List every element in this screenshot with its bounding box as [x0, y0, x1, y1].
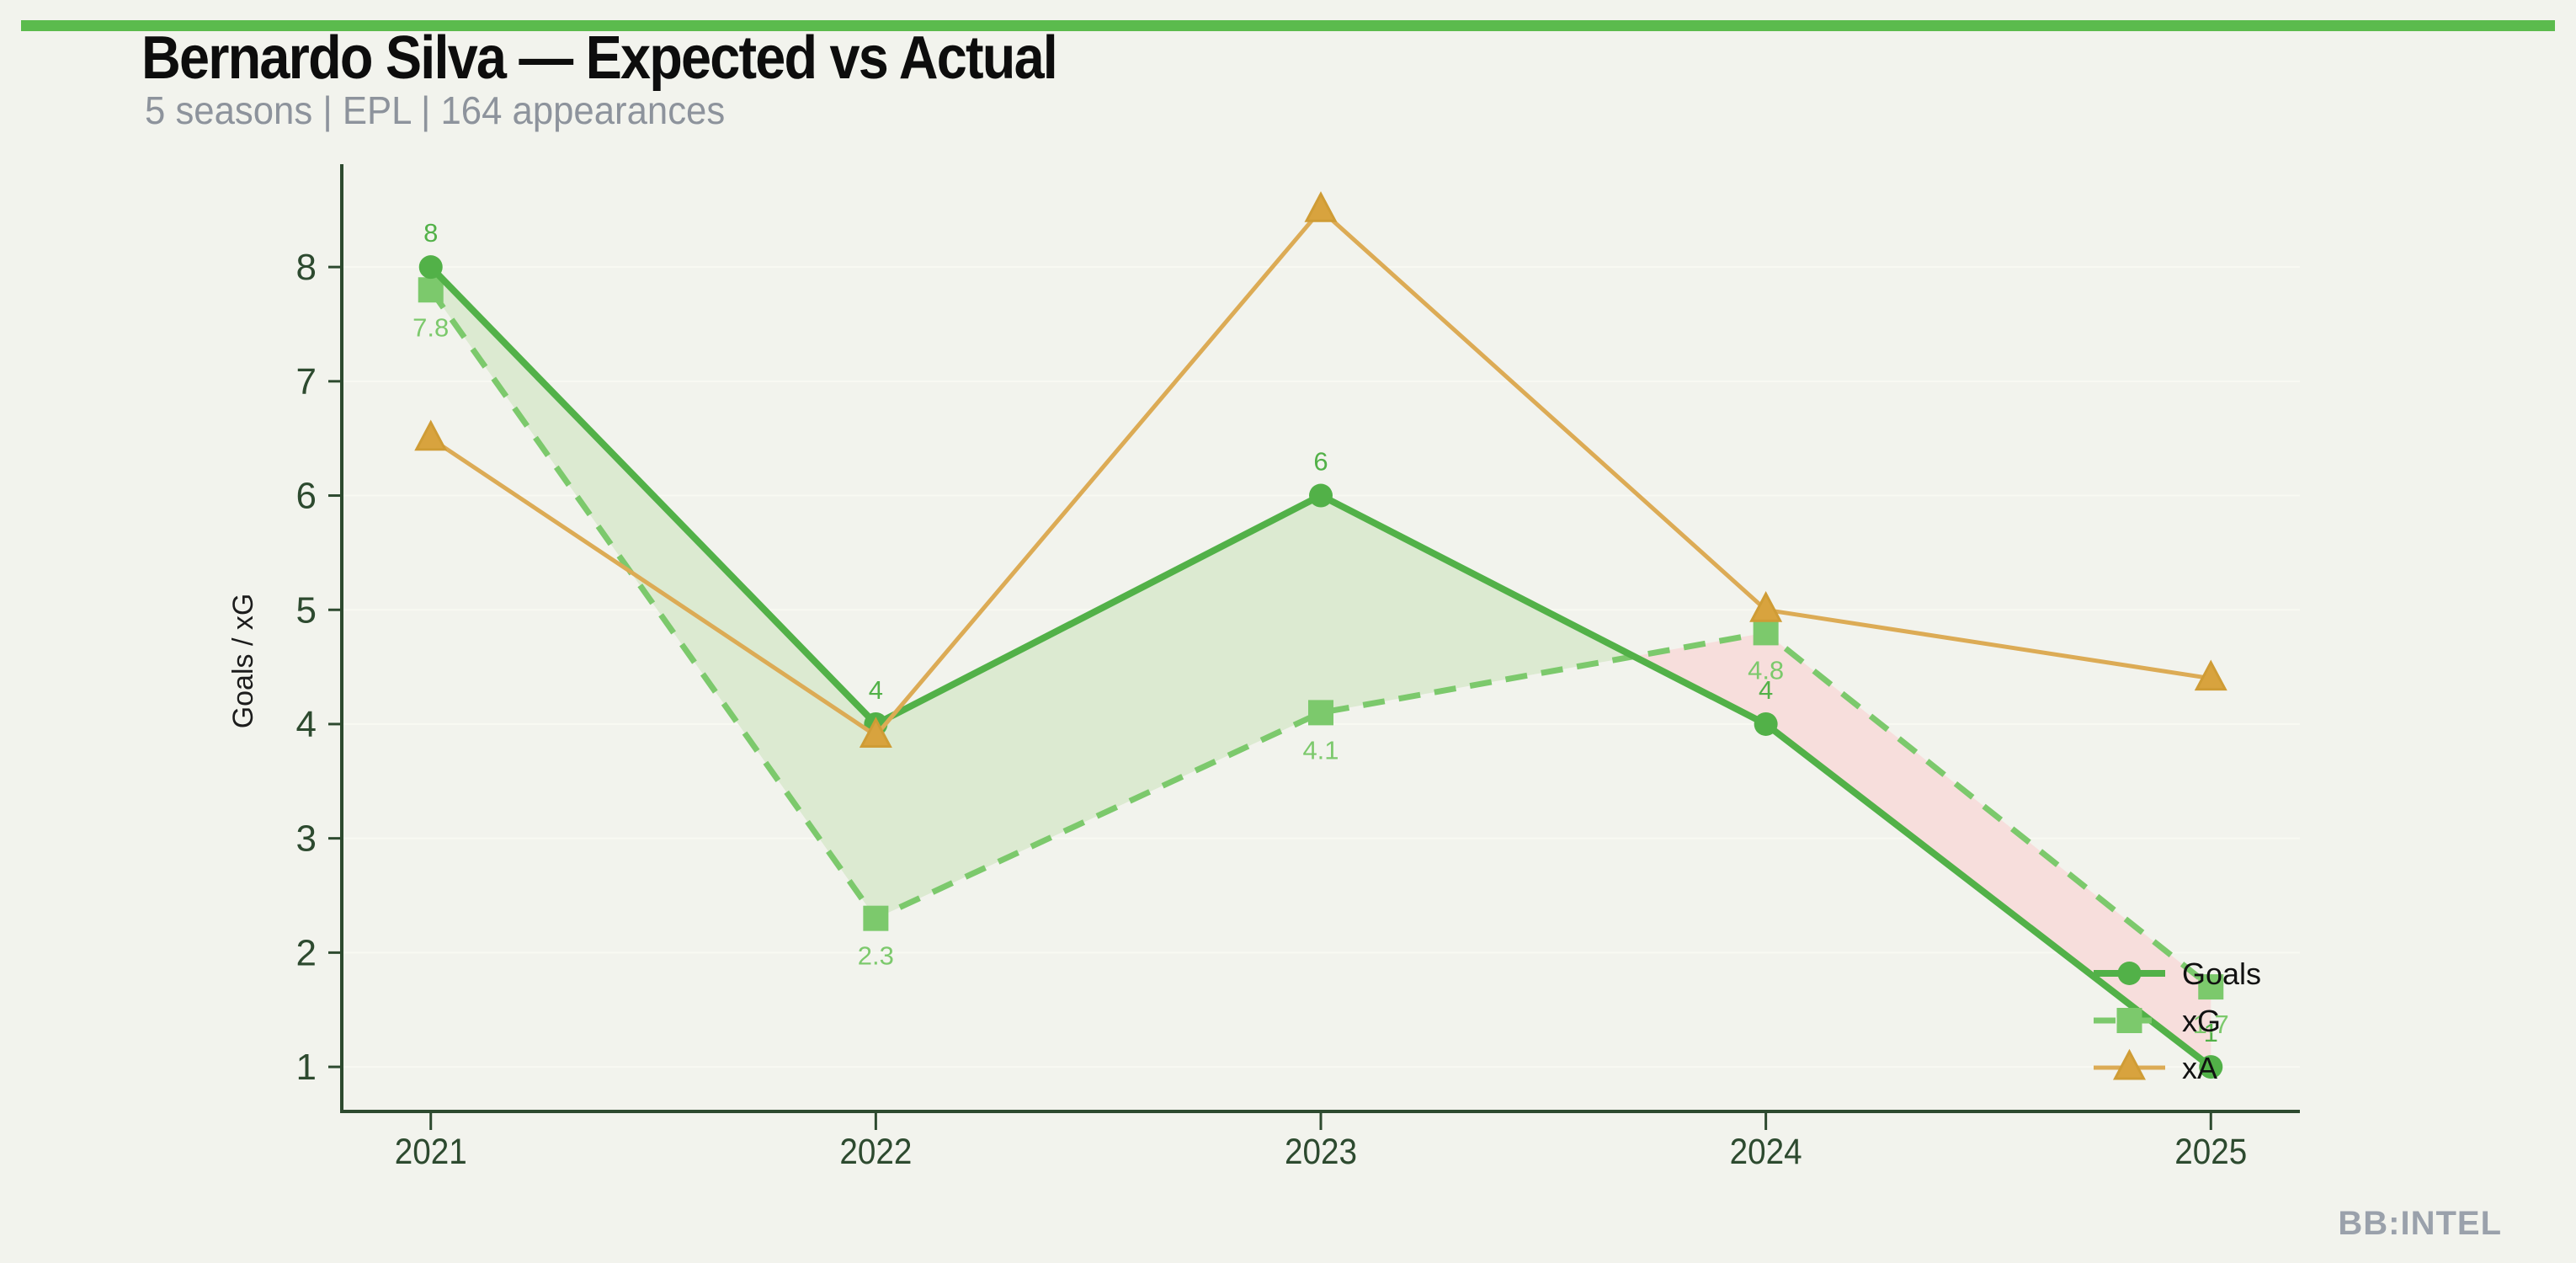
- goals-value-label: 6: [1313, 447, 1328, 477]
- y-tick-label: 3: [296, 818, 317, 860]
- legend-xg-marker: [2116, 1008, 2142, 1033]
- xg-marker: [863, 905, 889, 931]
- x-tick-label: 2024: [1730, 1132, 1802, 1172]
- y-axis-title: Goals / xG: [227, 594, 259, 729]
- accent-bar: [21, 20, 2555, 31]
- xa-marker: [859, 717, 892, 749]
- xg-marker: [1308, 700, 1333, 726]
- brand-watermark: BB:INTEL: [2338, 1205, 2502, 1242]
- fill-xg-above-goals: [1634, 632, 2211, 1068]
- xa-marker: [1304, 191, 1338, 222]
- fill-goals-above-xg: [430, 267, 1635, 919]
- y-tick-label: 4: [296, 704, 317, 745]
- y-tick-label: 2: [296, 932, 317, 973]
- y-tick-label: 5: [296, 589, 317, 631]
- x-tick-label: 2021: [395, 1132, 467, 1172]
- chart-title: Bernardo Silva — Expected vs Actual: [141, 24, 1058, 92]
- legend-xa-marker: [2113, 1048, 2146, 1080]
- goals-value-label: 1: [2204, 1018, 2218, 1047]
- legend-goals-label: Goals: [2182, 957, 2261, 991]
- legend-xg-label: xG: [2182, 1004, 2221, 1038]
- xa-marker: [1749, 591, 1783, 622]
- xg-marker: [2198, 974, 2224, 1000]
- y-tick-label: 1: [296, 1047, 317, 1088]
- xa-marker: [2194, 659, 2227, 691]
- legend-xa-label: xA: [2182, 1051, 2217, 1085]
- xg-value-label: 4.8: [1748, 655, 1784, 685]
- goals-marker: [1754, 711, 1778, 736]
- x-tick-label: 2022: [839, 1132, 912, 1172]
- xg-value-label: 1.7: [2193, 1010, 2229, 1039]
- y-tick-label: 6: [296, 476, 317, 517]
- y-tick-label: 7: [296, 361, 317, 402]
- x-tick-label: 2023: [1285, 1132, 1357, 1172]
- chart-subtitle: 5 seasons | EPL | 164 appearances: [145, 88, 726, 132]
- y-tick-label: 8: [296, 247, 317, 288]
- goals-value-label: 8: [423, 218, 438, 248]
- goals-value-label: 4: [869, 675, 883, 705]
- xa-marker: [414, 419, 448, 451]
- goals-value-label: 4: [1759, 675, 1773, 705]
- xg-line: [428, 288, 2213, 989]
- legend-goals-marker: [2117, 962, 2142, 985]
- xg-marker: [418, 277, 444, 303]
- x-tick-label: 2025: [2174, 1132, 2247, 1172]
- xg-value-label: 7.8: [412, 312, 449, 342]
- goals-marker: [418, 255, 443, 280]
- xg-value-label: 4.1: [1302, 735, 1339, 765]
- xg-marker: [1753, 620, 1779, 646]
- xg-value-label: 2.3: [858, 941, 894, 971]
- goals-marker: [2199, 1055, 2223, 1079]
- goals-marker: [1309, 483, 1333, 508]
